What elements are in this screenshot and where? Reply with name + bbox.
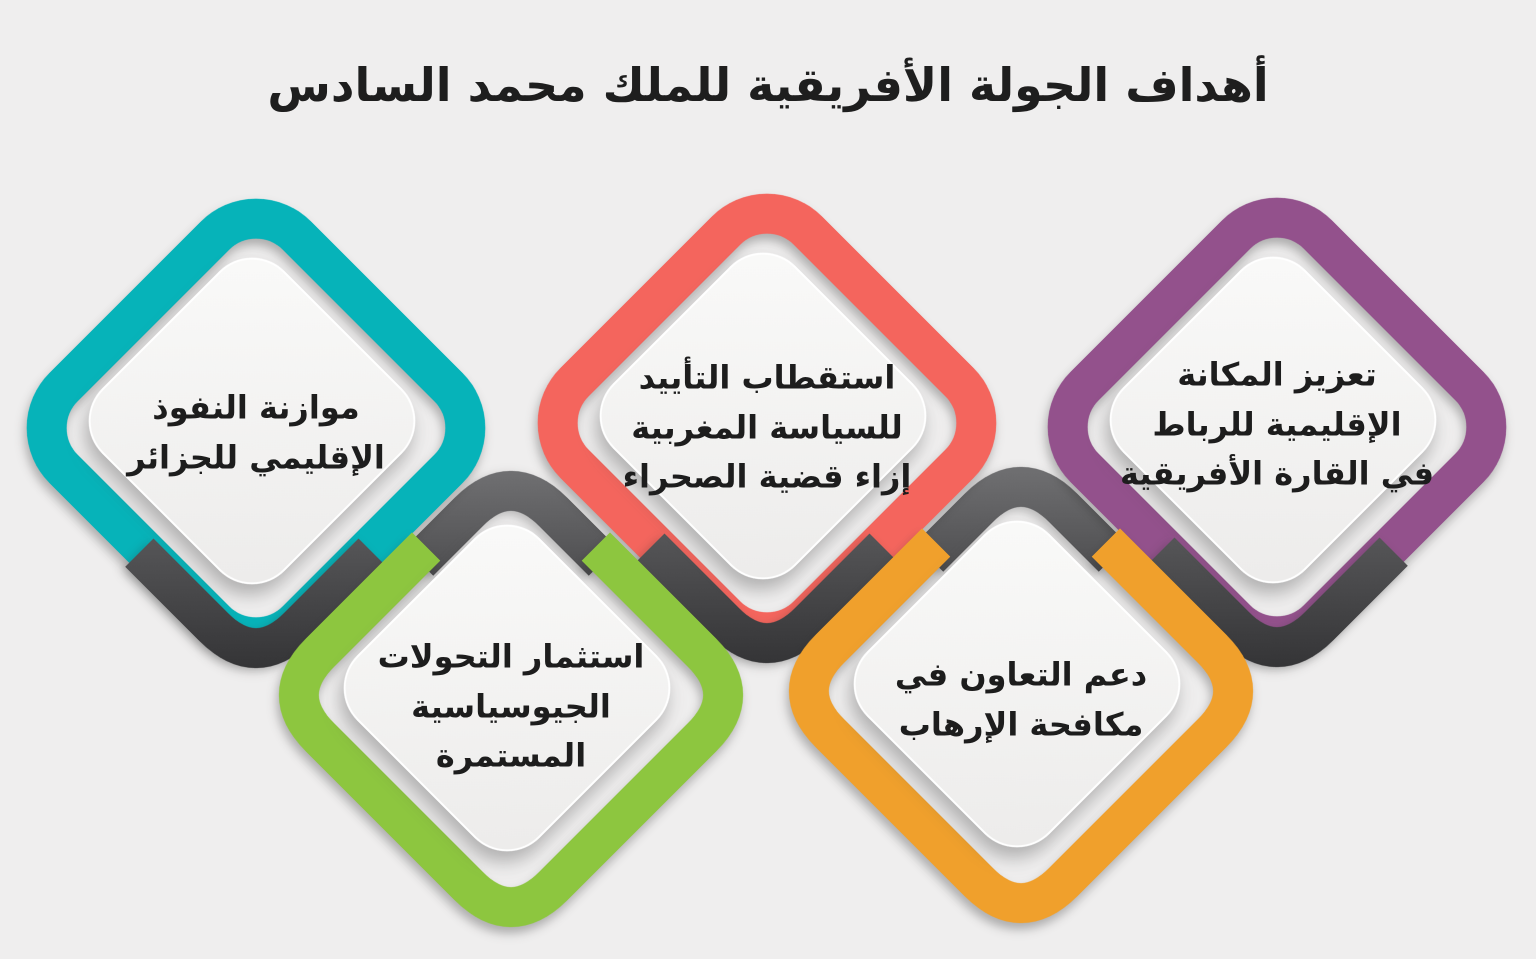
connector-corner-teal	[125, 538, 387, 668]
goal-inner-purple	[1109, 256, 1437, 584]
goal-label-strengthen-rabat-status: تعزيز المكانة الإقليمية للرباط في القارة…	[1119, 355, 1435, 493]
goal-label-invest-geopolitical-shifts: استثمار التحولات الجيوسياسية المستمرة	[377, 637, 645, 775]
goal-ring-purple	[1047, 197, 1507, 657]
goal-inner-green	[343, 524, 671, 852]
goal-diamond-counterterrorism-cooperation	[789, 520, 1253, 923]
goal-ring-green	[279, 532, 743, 927]
goal-label-balance-algeria-influence: موازنة النفوذ الإقليمي للجزائر	[127, 388, 385, 476]
connector-under-green	[404, 471, 618, 576]
goal-label-attract-support-sahara: استقطاب التأييد للسياسة المغربية إزاء قض…	[622, 358, 912, 496]
goal-ring-red	[537, 193, 997, 653]
goal-diamond-strengthen-rabat-status	[1047, 197, 1507, 667]
connector-corner-red	[636, 533, 898, 663]
goal-diamond-attract-support-sahara	[537, 193, 997, 663]
connector-under-orange	[914, 467, 1128, 572]
infographic-title: أهداف الجولة الأفريقية للملك محمد السادس	[267, 58, 1269, 112]
goal-ring-orange	[789, 528, 1253, 923]
goal-ring-teal	[26, 198, 486, 658]
goal-inner-teal	[88, 257, 416, 585]
goal-inner-red	[599, 252, 927, 580]
goal-inner-orange	[853, 520, 1181, 848]
connector-corner-purple	[1146, 537, 1408, 667]
goal-diamond-invest-geopolitical-shifts	[279, 524, 743, 927]
goal-diamond-balance-algeria-influence	[26, 198, 486, 668]
goal-label-counterterrorism-cooperation: دعم التعاون في مكافحة الإرهاب	[894, 655, 1148, 743]
